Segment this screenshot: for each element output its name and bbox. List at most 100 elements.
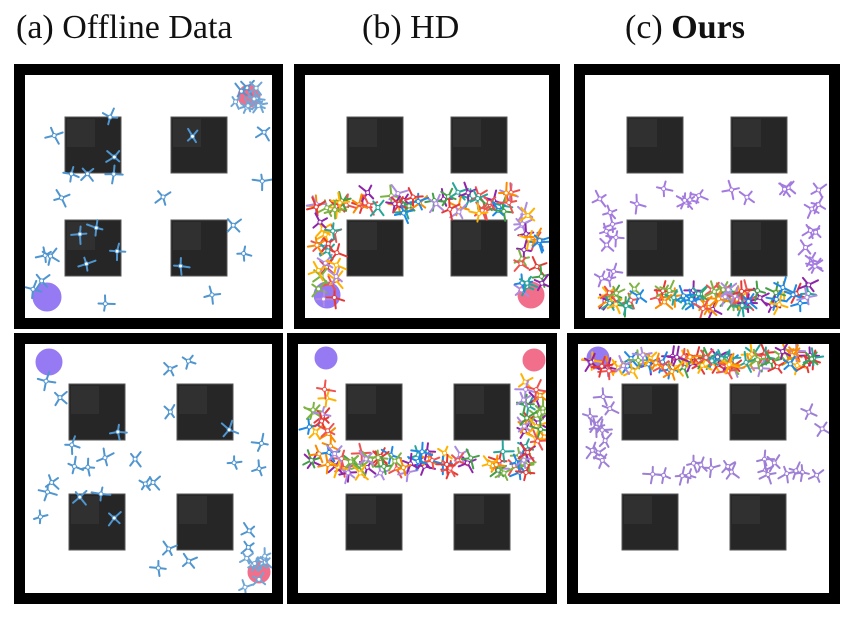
maze-canvas [581, 344, 829, 551]
obstacle-block-icon [621, 493, 679, 551]
agent-icon [163, 404, 176, 420]
agent-icon [769, 294, 789, 316]
agent-icon [675, 192, 692, 210]
agent-icon [44, 474, 60, 490]
agent-icon [255, 547, 272, 563]
agent-icon [629, 289, 648, 305]
agent-icon [797, 239, 813, 256]
agent-icon [25, 279, 43, 300]
maze-panel-hd-bottom [287, 333, 557, 604]
agent-icon [692, 298, 712, 318]
maze-panel-offline-top [14, 64, 283, 329]
agent-icon [703, 457, 721, 479]
agent-icon [317, 388, 337, 408]
agent-icon [602, 204, 618, 220]
agent-icon [519, 206, 536, 222]
agent-icon [315, 289, 333, 307]
agent-icon [317, 422, 336, 438]
heading-offline-prefix: (a) [16, 9, 63, 46]
agent-icon [592, 453, 610, 469]
agent-icon [186, 127, 199, 144]
agent-icon [251, 173, 272, 192]
agent-icon [514, 379, 536, 399]
agent-icon [234, 82, 248, 98]
agent-icon [97, 294, 116, 312]
agent-icon [358, 449, 375, 466]
agent-icon [526, 379, 546, 401]
agent-icon [615, 355, 632, 375]
agent-icon [693, 355, 713, 374]
agent-icon [311, 280, 328, 298]
maze-panel-ours-top [574, 64, 840, 329]
agent-icon [154, 190, 172, 206]
agent-icon [306, 236, 326, 256]
agent-icon [810, 195, 827, 215]
agent-icon [810, 182, 828, 198]
agent-icon [720, 282, 738, 298]
agent-icon [410, 441, 434, 463]
agent-icon [352, 464, 369, 481]
agent-icon [807, 469, 825, 483]
agent-icon [70, 225, 88, 245]
start-circle-icon [313, 345, 339, 371]
obstacle-block-icon [68, 493, 126, 551]
agent-icon [721, 354, 741, 375]
obstacle-block-icon [621, 383, 679, 441]
agent-icon [80, 167, 95, 182]
agent-icon [393, 204, 415, 225]
agent-icon [390, 196, 407, 214]
agent-icon [226, 455, 243, 470]
agent-icon [590, 356, 614, 378]
agent-icon [593, 421, 613, 439]
agent-icon [313, 412, 330, 429]
agent-icon [601, 294, 621, 311]
agent-icon [149, 559, 167, 577]
agent-icon [648, 352, 664, 371]
agent-icon [533, 274, 549, 292]
agent-icon [312, 212, 328, 229]
heading-offline-data: (a) Offline Data [16, 6, 233, 50]
agent-icon [773, 276, 794, 296]
obstacle-block-icon [730, 116, 788, 174]
agent-icon [797, 276, 819, 293]
agent-icon [662, 364, 681, 381]
obstacle-block-icon [730, 219, 788, 277]
agent-icon [738, 190, 755, 206]
agent-icon [435, 453, 456, 475]
agent-icon [731, 296, 753, 318]
agent-icon [696, 348, 714, 366]
agent-icon [767, 358, 787, 374]
obstacle-block-icon [729, 383, 787, 441]
agent-icon [693, 456, 708, 473]
agent-icon [656, 180, 674, 198]
maze-panel-ours-bottom [567, 333, 840, 604]
obstacle-block-icon [170, 219, 228, 277]
agent-icon [306, 196, 326, 217]
obstacle-block-icon [450, 219, 508, 277]
agent-icon [457, 456, 477, 474]
agent-icon [109, 423, 128, 441]
obstacle-block-icon [346, 219, 404, 277]
agent-icon [735, 350, 756, 373]
agent-icon [248, 81, 263, 96]
agent-icon [96, 447, 115, 467]
agent-icon [493, 440, 515, 463]
agent-icon [774, 344, 791, 360]
agent-icon [814, 421, 829, 437]
obstacle-block-icon [176, 493, 234, 551]
agent-icon [426, 193, 445, 214]
agent-icon [404, 187, 424, 207]
agent-icon [101, 107, 119, 126]
agent-icon [173, 257, 191, 276]
agent-icon [339, 463, 356, 485]
agent-icon [653, 467, 671, 485]
agent-icon [90, 486, 112, 502]
obstacle-block-icon [170, 116, 228, 174]
maze-panel-hd-top [294, 64, 560, 329]
agent-icon [599, 236, 615, 252]
agent-icon [724, 462, 740, 480]
agent-icon [54, 390, 68, 407]
heading-hd-name: HD [410, 9, 460, 46]
agent-icon [304, 401, 323, 421]
agent-icon [654, 294, 674, 310]
